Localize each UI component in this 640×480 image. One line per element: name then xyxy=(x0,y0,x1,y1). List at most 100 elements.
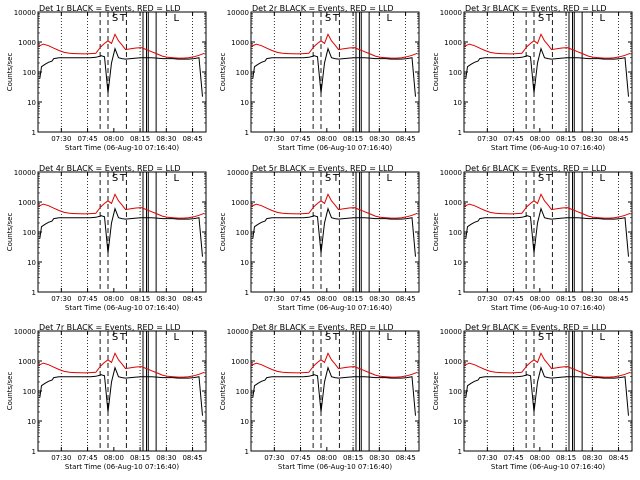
y-tick-label: 10000 xyxy=(14,9,36,17)
y-tick-label: 10000 xyxy=(440,169,462,177)
x-tick-label: 07:30 xyxy=(51,135,71,143)
x-tick-label: 07:45 xyxy=(503,454,523,462)
y-tick-label: 100 xyxy=(23,388,36,396)
chart-panel: Det 2r BLACK = Events, RED = LLD 1 10 100 10… xyxy=(219,4,420,152)
x-tick-label: 08:15 xyxy=(343,135,363,143)
event-marker-label: T xyxy=(332,13,340,24)
x-tick-label: 07:30 xyxy=(264,454,284,462)
series-line-lld xyxy=(250,33,418,59)
series-line-events xyxy=(39,207,203,257)
x-tick-label: 08:45 xyxy=(182,454,202,462)
event-marker-label: T xyxy=(119,173,127,184)
x-axis-label: Start Time (06-Aug-10 07:16:40) xyxy=(491,144,605,152)
x-tick-label: 08:45 xyxy=(395,135,415,143)
chart-panel: Det 7r BLACK = Events, RED = LLD 1 10 100 10… xyxy=(6,323,207,471)
event-marker-label: S xyxy=(538,332,544,343)
y-tick-label: 100 xyxy=(449,69,462,77)
x-tick-label: 08:30 xyxy=(369,295,389,303)
y-axis-label: Counts/sec xyxy=(432,213,440,252)
y-tick-label: 1000 xyxy=(18,39,36,47)
y-tick-label: 10000 xyxy=(14,169,36,177)
y-tick-label: 10 xyxy=(240,259,249,267)
x-tick-label: 07:45 xyxy=(77,454,97,462)
chart-panel: Det 3r BLACK = Events, RED = LLD 1 10 100 10… xyxy=(432,4,633,152)
chart-title: Det 4r BLACK = Events, RED = LLD xyxy=(39,164,181,173)
y-tick-label: 10 xyxy=(240,418,249,426)
series-line-lld xyxy=(463,352,631,378)
x-tick-label: 08:00 xyxy=(317,135,337,143)
x-tick-label: 08:00 xyxy=(104,454,124,462)
x-tick-label: 08:30 xyxy=(156,454,176,462)
y-tick-label: 1000 xyxy=(444,39,462,47)
event-marker-label: T xyxy=(332,173,340,184)
plot-frame xyxy=(250,11,420,133)
y-tick-label: 100 xyxy=(23,229,36,237)
y-tick-label: 10000 xyxy=(440,328,462,336)
x-axis-label: Start Time (06-Aug-10 07:16:40) xyxy=(278,144,392,152)
x-tick-label: 08:45 xyxy=(395,295,415,303)
x-tick-label: 08:30 xyxy=(156,135,176,143)
x-axis-label: Start Time (06-Aug-10 07:16:40) xyxy=(65,304,179,312)
x-tick-label: 08:15 xyxy=(556,454,576,462)
series-line-events xyxy=(465,366,629,416)
x-tick-label: 08:45 xyxy=(608,295,628,303)
x-axis-label: Start Time (06-Aug-10 07:16:40) xyxy=(491,304,605,312)
chart-title: Det 8r BLACK = Events, RED = LLD xyxy=(252,323,394,332)
x-tick-label: 08:15 xyxy=(556,135,576,143)
plot-frame xyxy=(463,11,633,133)
series-line-events xyxy=(465,47,629,97)
event-marker-label: S xyxy=(112,13,118,24)
y-axis-label: Counts/sec xyxy=(432,53,440,92)
series-line-lld xyxy=(37,193,205,219)
event-marker-label: T xyxy=(332,332,340,343)
x-tick-label: 08:00 xyxy=(530,454,550,462)
y-tick-label: 1 xyxy=(458,448,462,456)
event-marker-label: L xyxy=(386,173,392,184)
y-tick-label: 1 xyxy=(245,289,249,297)
x-tick-label: 08:45 xyxy=(395,454,415,462)
x-tick-label: 08:00 xyxy=(530,135,550,143)
x-tick-label: 08:15 xyxy=(343,295,363,303)
x-tick-label: 07:30 xyxy=(264,295,284,303)
y-tick-label: 10 xyxy=(27,418,36,426)
chart-panel: Det 5r BLACK = Events, RED = LLD 1 10 100 10… xyxy=(219,164,420,312)
x-tick-label: 07:30 xyxy=(477,295,497,303)
event-marker-label: T xyxy=(545,332,553,343)
event-marker-label: L xyxy=(599,332,605,343)
x-tick-label: 08:30 xyxy=(582,454,602,462)
x-tick-label: 08:30 xyxy=(582,135,602,143)
event-marker-label: S xyxy=(538,13,544,24)
series-line-events xyxy=(252,47,416,97)
y-axis-label: Counts/sec xyxy=(219,53,227,92)
chart-title: Det 7r BLACK = Events, RED = LLD xyxy=(39,323,181,332)
event-marker-label: L xyxy=(386,332,392,343)
y-tick-label: 1000 xyxy=(18,358,36,366)
chart-panel: Det 9r BLACK = Events, RED = LLD 1 10 100 10… xyxy=(432,323,633,471)
event-marker-label: S xyxy=(538,173,544,184)
y-tick-label: 1 xyxy=(245,129,249,137)
y-tick-label: 10 xyxy=(453,259,462,267)
x-axis-label: Start Time (06-Aug-10 07:16:40) xyxy=(491,463,605,471)
y-tick-label: 10000 xyxy=(227,169,249,177)
x-tick-label: 08:30 xyxy=(582,295,602,303)
y-tick-label: 1000 xyxy=(231,199,249,207)
event-marker-label: S xyxy=(325,332,331,343)
chart-title: Det 6r BLACK = Events, RED = LLD xyxy=(465,164,607,173)
event-marker-label: S xyxy=(112,173,118,184)
x-tick-label: 07:45 xyxy=(290,454,310,462)
event-marker-label: S xyxy=(325,13,331,24)
event-marker-label: T xyxy=(119,13,127,24)
y-axis-label: Counts/sec xyxy=(6,213,14,252)
y-tick-label: 100 xyxy=(236,388,249,396)
chart-title: Det 2r BLACK = Events, RED = LLD xyxy=(252,4,394,13)
plot-frame xyxy=(463,330,633,452)
y-tick-label: 100 xyxy=(449,388,462,396)
series-line-events xyxy=(39,47,203,97)
event-marker-label: T xyxy=(119,332,127,343)
x-tick-label: 08:15 xyxy=(130,454,150,462)
x-tick-label: 08:45 xyxy=(182,295,202,303)
chart-title: Det 9r BLACK = Events, RED = LLD xyxy=(465,323,607,332)
y-tick-label: 1 xyxy=(245,448,249,456)
x-tick-label: 08:30 xyxy=(369,454,389,462)
chart-title: Det 1r BLACK = Events, RED = LLD xyxy=(39,4,181,13)
